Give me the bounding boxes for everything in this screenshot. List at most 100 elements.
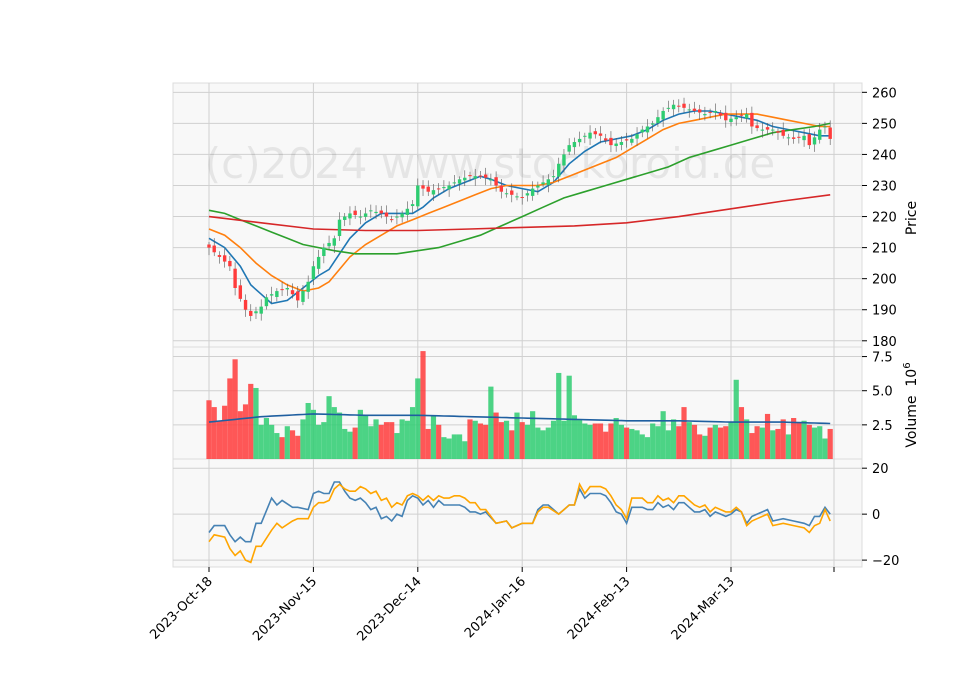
candle-body [222,255,227,262]
candle-body [311,266,316,280]
candle-body [436,188,441,190]
volume-bar [676,426,682,459]
volume-bar [363,415,369,459]
oscillator-tick-label: −20 [872,554,899,569]
volume-bar [791,418,797,459]
candle-body [729,118,733,122]
candle-body [630,138,634,143]
candle-body [285,287,289,290]
volume-bar [295,435,301,459]
volume-average-line [208,413,831,425]
price-tick-label: 210 [872,242,897,257]
volume-bar [389,422,395,459]
candle-body [604,138,608,141]
candle-body [358,216,363,218]
volume-axis-label: Volume 106 [902,362,920,447]
volume-bar [530,411,536,459]
candle-body [212,245,216,253]
candle-body [384,212,389,217]
volume-bar [472,420,478,459]
volume-bar [477,423,484,459]
candle-body [337,219,342,237]
volume-bar [644,437,651,459]
candle-body [421,185,425,189]
volume-bar [592,423,598,459]
candle-body [640,129,644,133]
candle-body [390,219,394,221]
candle-body [786,137,791,139]
volume-bar [566,375,572,459]
volume-bar [321,422,327,459]
volume-bar [514,412,520,459]
candle-body [614,143,618,147]
candle-body [781,129,785,136]
volume-bar [211,407,217,459]
candle-body [755,125,759,129]
volume-bar [347,431,353,459]
y-axis-ticks: 180 190 200 210 220 230 240 250 260 2.5 5.0 7.5 −20 0… [862,86,899,569]
volume-bar [691,424,698,459]
candle-body [525,193,530,196]
candle-body [546,179,550,186]
candle-body [243,299,248,310]
candle-body [593,131,597,135]
volume-bar [373,419,379,459]
volume-bar [441,437,447,459]
candle-body [322,247,326,257]
price-tick-label: 200 [872,273,897,288]
candle-body [682,103,686,108]
candle-body [483,174,488,178]
candle-body [269,294,274,296]
volume-bar [378,424,384,459]
oscillator-panel [172,458,863,568]
candle-body [609,137,613,146]
volume-bar [509,430,515,459]
volume-bar [624,427,630,459]
price-tick-label: 220 [872,211,897,226]
candle-body [828,127,832,139]
volume-bar [300,419,306,459]
candle-body [765,127,770,130]
candle-body [530,188,535,196]
volume-bar [796,422,802,459]
candle-body [332,238,336,246]
volume-bar [467,419,473,459]
price-tick-label: 190 [872,304,897,319]
volume-bar [237,411,243,459]
volume-bar [608,423,614,459]
volume-average-line [208,413,831,425]
x-tick-label: 2023-Nov-15 [250,574,320,644]
volume-bar [222,405,228,459]
volume-bar [686,422,692,459]
volume-bar [801,420,807,459]
volume-bar [456,434,463,459]
candle-body [327,242,331,247]
candle-body [489,179,493,181]
x-tick-label: 2024-Mar-13 [669,574,738,643]
watermark: (c)2024 www.stockoroid.de [205,139,776,188]
candle-body [259,306,263,314]
candle-body [233,268,237,288]
volume-bar [206,400,212,459]
candle-body [316,256,321,269]
volume-bar [545,427,551,459]
volume-bar [561,420,567,459]
volume-bar [248,383,254,459]
volume-bar [660,411,666,459]
candle-body [379,210,383,214]
x-axis-ticks: 2023-Oct-18 2023-Nov-15 2023-Dec-14 2024-Ja… [147,567,835,644]
candle-body [457,179,462,184]
volume-bar [650,423,656,459]
volume-bar [655,426,661,459]
volume-bar [556,372,562,459]
candle-body [249,310,253,316]
candle-body [687,109,691,111]
volume-bar [770,430,776,459]
candle-body [238,285,243,299]
volume-bar [342,428,348,459]
candle-body [671,104,676,110]
volume-bar [681,407,687,459]
price-tick-label: 240 [872,148,897,163]
volume-bar [634,430,640,459]
volume-bar [242,404,249,459]
